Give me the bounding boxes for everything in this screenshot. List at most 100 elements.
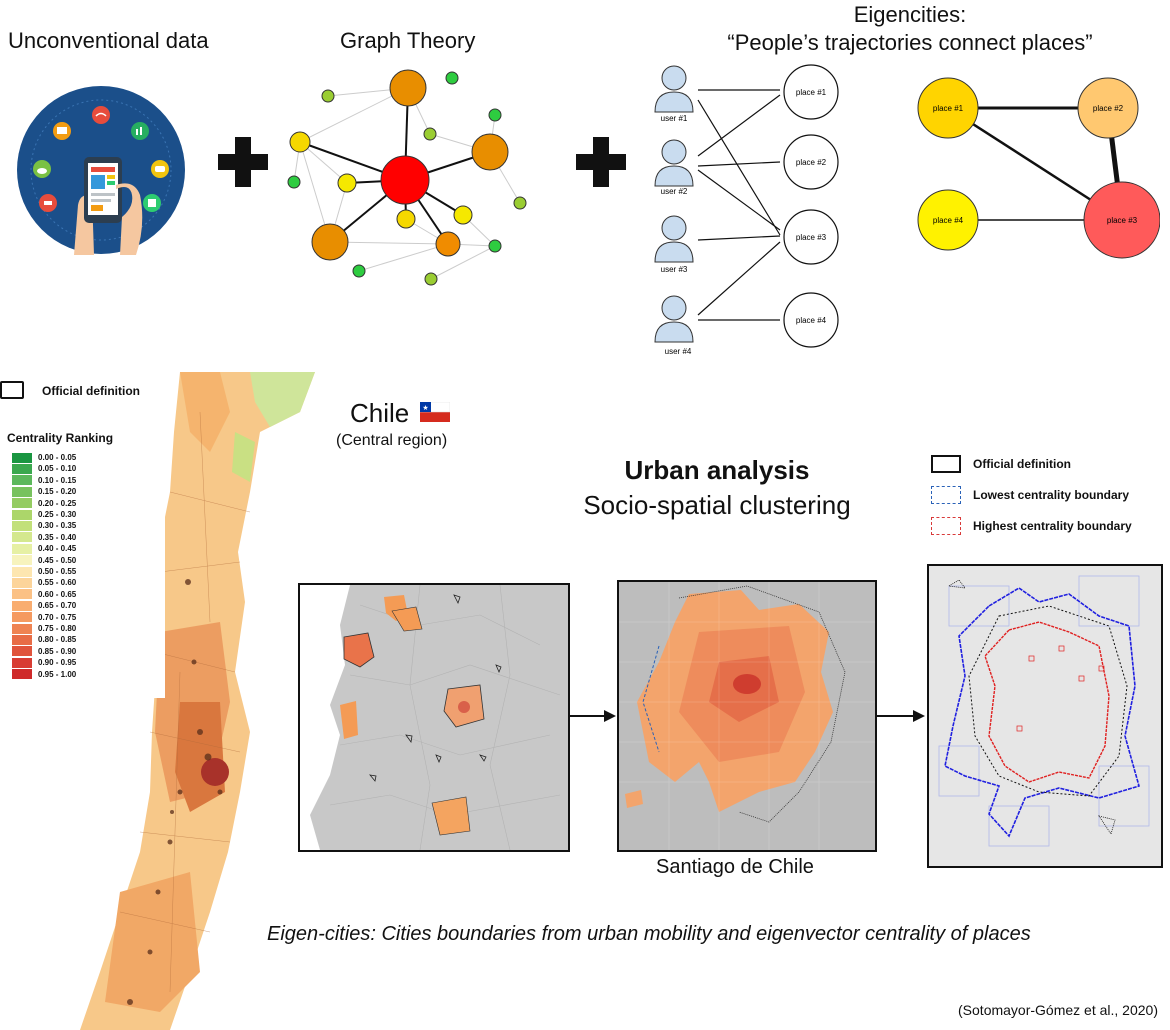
bipartite-user-place-graph: user #1 user #2 user #3 user #4 place #1… [654, 64, 839, 356]
centrality-legend: Centrality Ranking 0.00 - 0.05 0.05 - 0.1… [0, 428, 165, 698]
graph-theory-title: Graph Theory [340, 28, 476, 53]
chile-label: Chile [350, 398, 410, 428]
smartphone-data-illustration [17, 86, 185, 255]
centrality-legend-row: 0.00 - 0.05 [12, 452, 76, 463]
figure-caption: Eigen-cities: Cities boundaries from urb… [267, 923, 1031, 945]
centrality-range-label: 0.15 - 0.20 [38, 487, 77, 497]
centrality-range-label: 0.35 - 0.40 [38, 532, 77, 542]
user-label: user #3 [661, 265, 688, 274]
centrality-color-swatch [12, 543, 32, 554]
centrality-legend-row: 0.40 - 0.45 [12, 543, 76, 554]
centrality-legend-row: 0.95 - 1.00 [12, 669, 76, 680]
chile-sublabel: (Central region) [336, 432, 448, 449]
place-label: place #4 [933, 216, 964, 225]
user-icon [654, 295, 694, 343]
centrality-color-swatch [12, 577, 32, 588]
centrality-legend-row: 0.80 - 0.85 [12, 634, 76, 645]
centrality-range-label: 0.05 - 0.10 [38, 464, 77, 474]
place-node [783, 64, 839, 120]
centrality-legend-row: 0.30 - 0.35 [12, 520, 76, 531]
graph-network-diagram [287, 69, 527, 286]
place-label: place #3 [1107, 216, 1138, 225]
centrality-color-swatch [12, 520, 32, 531]
boundary-comparison-panel [927, 564, 1163, 868]
centrality-legend-row: 0.60 - 0.65 [12, 589, 76, 600]
place-label: place #2 [796, 158, 827, 167]
centrality-range-label: 0.10 - 0.15 [38, 475, 77, 485]
centrality-range-label: 0.25 - 0.30 [38, 510, 77, 519]
chile-centrality-map [80, 372, 315, 1030]
centrality-legend-row: 0.50 - 0.55 [12, 566, 76, 577]
centrality-range-label: 0.20 - 0.25 [38, 498, 77, 508]
user-label: user #1 [661, 114, 688, 123]
centrality-color-swatch [12, 612, 32, 623]
arrow-right-icon [877, 710, 925, 722]
svg-text:★: ★ [422, 404, 428, 412]
central-region-map-panel [298, 583, 570, 852]
santiago-label: Santiago de Chile [656, 856, 814, 878]
centrality-legend-title: Centrality Ranking [7, 431, 114, 445]
legend-highest-centrality: Highest centrality boundary [931, 517, 1132, 535]
centrality-legend-row: 0.75 - 0.80 [12, 623, 76, 634]
place-node [783, 209, 839, 265]
chile-flag-icon: ★ [420, 402, 450, 422]
centrality-color-swatch [12, 634, 32, 645]
user-icon [654, 215, 694, 263]
place-node [917, 77, 979, 139]
centrality-legend-row: 0.35 - 0.40 [12, 532, 76, 543]
centrality-legend-row: 0.85 - 0.90 [12, 646, 76, 657]
centrality-color-swatch [12, 555, 32, 566]
centrality-legend-row: 0.55 - 0.60 [12, 577, 76, 588]
place-label: place #3 [796, 233, 827, 242]
place-node [1077, 77, 1139, 139]
legend-official-definition: Official definition [931, 455, 1071, 473]
plus-icon [218, 137, 268, 187]
centrality-range-label: 0.55 - 0.60 [38, 578, 77, 588]
centrality-range-label: 0.40 - 0.45 [38, 544, 77, 554]
plus-icon [576, 137, 626, 187]
unconventional-data-title: Unconventional data [8, 28, 209, 53]
official-definition-swatch [0, 381, 24, 399]
citation: (Sotomayor-Gómez et al., 2020) [958, 1002, 1158, 1018]
centrality-legend-row: 0.90 - 0.95 [12, 657, 76, 668]
centrality-range-label: 0.60 - 0.65 [38, 589, 77, 599]
centrality-range-label: 0.85 - 0.90 [38, 646, 77, 656]
place-label: place #1 [933, 104, 964, 113]
user-icon [654, 139, 694, 187]
centrality-color-swatch [12, 646, 32, 657]
user-icon [654, 65, 694, 113]
centrality-range-label: 0.95 - 1.00 [38, 669, 77, 679]
place-node [1083, 181, 1160, 259]
centrality-range-label: 0.45 - 0.50 [38, 555, 77, 565]
centrality-color-swatch [12, 463, 32, 474]
centrality-color-swatch [12, 566, 32, 577]
centrality-range-label: 0.90 - 0.95 [38, 658, 77, 668]
centrality-color-swatch [12, 486, 32, 497]
arrow-right-icon [570, 710, 616, 722]
centrality-legend-row: 0.70 - 0.75 [12, 612, 76, 623]
place-projection-graph: place #1 place #2 place #4 place #3 [917, 77, 1160, 259]
place-label: place #2 [1093, 104, 1124, 113]
centrality-range-label: 0.70 - 0.75 [38, 612, 77, 622]
eigencities-title: Eigencities: [853, 2, 967, 27]
centrality-color-swatch [12, 657, 32, 668]
centrality-range-label: 0.80 - 0.85 [38, 635, 77, 645]
centrality-legend-row: 0.15 - 0.20 [12, 486, 76, 497]
centrality-color-swatch [12, 532, 32, 543]
wifi-icon [92, 106, 110, 124]
centrality-legend-row: 0.65 - 0.70 [12, 600, 76, 611]
centrality-range-label: 0.65 - 0.70 [38, 601, 77, 611]
official-definition-label: Official definition [42, 384, 140, 398]
centrality-color-swatch [12, 498, 32, 509]
place-node [917, 189, 979, 251]
centrality-legend-row: 0.10 - 0.15 [12, 475, 76, 486]
centrality-legend-row: 0.25 - 0.30 [12, 509, 76, 520]
santiago-heatmap-panel [617, 580, 877, 852]
centrality-legend-row: 0.20 - 0.25 [12, 498, 76, 509]
place-label: place #4 [796, 316, 827, 325]
eigencities-subtitle: “People’s trajectories connect places” [727, 30, 1093, 55]
centrality-range-label: 0.30 - 0.35 [38, 521, 77, 531]
place-node [783, 134, 839, 190]
user-label: user #2 [661, 187, 688, 196]
centrality-range-label: 0.50 - 0.55 [38, 567, 77, 576]
